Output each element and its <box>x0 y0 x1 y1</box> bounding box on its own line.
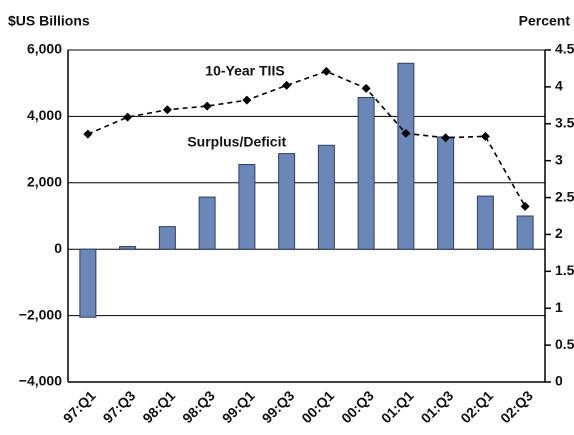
marker <box>401 128 411 138</box>
marker <box>83 129 93 139</box>
bar <box>357 96 375 250</box>
bar <box>198 196 216 250</box>
marker <box>441 133 451 143</box>
bar <box>278 153 296 250</box>
y2-axis-label: Percent <box>519 13 571 29</box>
x-tick-label: 99:Q3 <box>259 387 298 426</box>
x-tick-label: 01:Q1 <box>378 387 417 426</box>
x-tick-label: 99:Q1 <box>219 387 258 426</box>
bar <box>238 164 256 250</box>
y-tick-label: 6,000 <box>27 41 62 57</box>
bar <box>437 136 455 250</box>
y2-tick-label: 3.5 <box>555 114 574 130</box>
marker <box>361 83 371 93</box>
marker <box>242 95 252 105</box>
y2-tick-label: 2 <box>555 225 563 241</box>
marker <box>480 131 490 141</box>
y-tick-label: −4,000 <box>19 373 62 389</box>
x-tick-label: 98:Q1 <box>139 387 178 426</box>
series-label: 10-Year TIIS <box>205 63 284 79</box>
y2-tick-label: 4.5 <box>555 41 574 57</box>
y-tick-label: −2,000 <box>19 306 62 322</box>
bar <box>476 195 494 250</box>
bar <box>158 226 176 250</box>
marker <box>202 101 212 111</box>
bar <box>516 215 534 250</box>
bar <box>317 144 335 250</box>
y2-tick-label: 0.5 <box>555 336 574 352</box>
x-tick-label: 01:Q3 <box>418 387 457 426</box>
y-axis-label: $US Billions <box>8 13 90 29</box>
x-tick-label: 02:Q3 <box>497 387 536 426</box>
x-tick-label: 98:Q3 <box>179 387 218 426</box>
y2-tick-label: 0 <box>555 373 563 389</box>
series-label: Surplus/Deficit <box>187 134 286 150</box>
bar <box>119 246 137 250</box>
marker <box>520 201 530 211</box>
bar <box>397 62 415 250</box>
x-tick-label: 97:Q3 <box>100 387 139 426</box>
x-tick-label: 00:Q1 <box>298 387 337 426</box>
y2-tick-label: 2.5 <box>555 188 574 204</box>
x-tick-label: 00:Q3 <box>338 387 377 426</box>
line <box>87 70 526 207</box>
marker <box>123 112 133 122</box>
y2-tick-label: 4 <box>555 78 563 94</box>
marker <box>162 105 172 115</box>
y-tick-label: 4,000 <box>27 107 62 123</box>
y-tick-label: 0 <box>54 240 62 256</box>
marker <box>321 66 331 76</box>
y2-tick-label: 1 <box>555 299 563 315</box>
y2-tick-label: 3 <box>555 151 563 167</box>
marker <box>282 80 292 90</box>
x-tick-label: 97:Q1 <box>60 387 99 426</box>
y2-tick-label: 1.5 <box>555 262 574 278</box>
y-tick-label: 2,000 <box>27 174 62 190</box>
bar <box>79 248 97 318</box>
x-tick-label: 02:Q1 <box>457 387 496 426</box>
